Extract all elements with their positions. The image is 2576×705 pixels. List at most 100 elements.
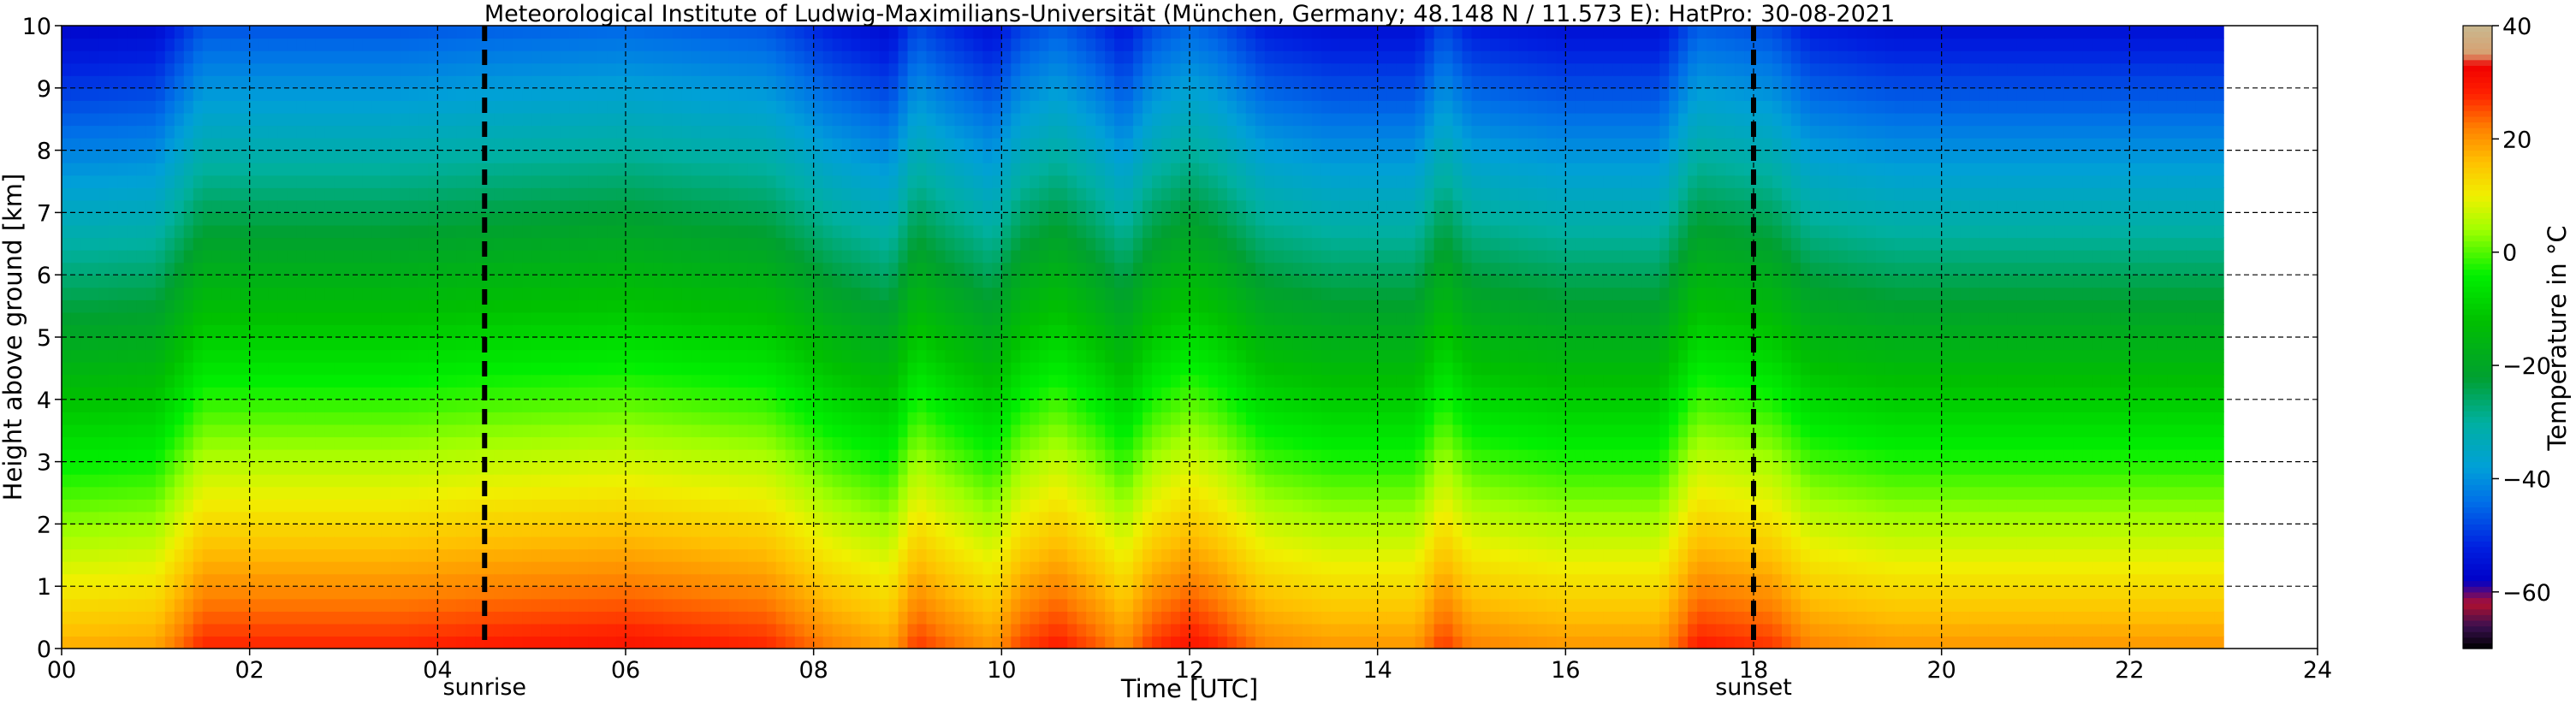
heatmap-cell — [579, 38, 589, 51]
heatmap-cell — [324, 424, 335, 438]
heatmap-cell — [644, 511, 655, 524]
heatmap-cell — [484, 412, 495, 425]
heatmap-cell — [287, 362, 298, 376]
heatmap-cell — [588, 224, 598, 239]
heatmap-cell — [870, 212, 881, 226]
heatmap-cell — [183, 623, 194, 637]
heatmap-cell — [324, 212, 335, 226]
heatmap-cell — [353, 474, 364, 488]
heatmap-cell — [728, 50, 739, 64]
heatmap-cell — [700, 511, 711, 524]
heatmap-cell — [813, 87, 824, 101]
heatmap-cell — [588, 362, 598, 376]
heatmap-cell — [709, 524, 721, 537]
heatmap-cell — [277, 399, 288, 412]
heatmap-cell — [832, 573, 843, 587]
heatmap-cell — [466, 250, 476, 264]
heatmap-cell — [306, 112, 317, 127]
heatmap-cell — [145, 349, 157, 363]
heatmap-cell — [494, 299, 504, 313]
heatmap-cell — [98, 100, 110, 114]
heatmap-cell — [579, 374, 589, 388]
heatmap-cell — [926, 212, 937, 226]
heatmap-cell — [249, 586, 260, 600]
heatmap-cell — [117, 561, 128, 575]
heatmap-cell — [409, 374, 419, 388]
heatmap-cell — [174, 561, 185, 575]
heatmap-cell — [662, 524, 674, 537]
heatmap-cell — [560, 499, 570, 512]
heatmap-cell — [964, 399, 974, 412]
heatmap-cell — [935, 237, 947, 251]
heatmap-cell — [644, 26, 655, 39]
heatmap-cell — [888, 199, 899, 213]
heatmap-cell — [541, 212, 551, 226]
heatmap-cell — [634, 138, 645, 151]
heatmap-cell — [719, 26, 730, 39]
heatmap-cell — [371, 262, 383, 275]
heatmap-cell — [531, 412, 542, 425]
heatmap-cell — [437, 187, 448, 201]
heatmap-cell — [503, 324, 513, 338]
heatmap-cell — [324, 536, 335, 550]
heatmap-cell — [503, 125, 513, 139]
heatmap-cell — [907, 611, 918, 625]
heatmap-cell — [785, 100, 796, 114]
heatmap-cell — [390, 524, 401, 537]
heatmap-cell — [437, 287, 448, 300]
heatmap-cell — [898, 163, 909, 176]
heatmap-cell — [879, 125, 890, 139]
heatmap-cell — [437, 561, 448, 575]
heatmap-cell — [531, 50, 542, 64]
heatmap-cell — [926, 349, 937, 363]
heatmap-cell — [588, 536, 598, 550]
heatmap-cell — [794, 337, 805, 351]
heatmap-cell — [945, 362, 956, 376]
heatmap-cell — [626, 138, 636, 151]
heatmap-cell — [982, 62, 993, 76]
heatmap-cell — [503, 311, 513, 326]
heatmap-cell — [522, 75, 532, 89]
heatmap-cell — [579, 449, 589, 463]
heatmap-cell — [475, 38, 485, 51]
heatmap-cell — [70, 374, 81, 388]
heatmap-cell — [973, 275, 983, 288]
heatmap-cell — [653, 262, 664, 275]
heatmap-cell — [888, 399, 899, 412]
heatmap-cell — [728, 175, 739, 188]
heatmap-cell — [870, 548, 881, 562]
heatmap-cell — [230, 75, 241, 89]
heatmap-cell — [888, 461, 899, 475]
heatmap-cell — [935, 474, 947, 488]
heatmap-cell — [597, 573, 608, 587]
heatmap-cell — [926, 524, 937, 537]
heatmap-cell — [287, 586, 298, 600]
heatmap-cell — [531, 573, 542, 587]
heatmap-cell — [672, 299, 683, 313]
heatmap-cell — [579, 187, 589, 201]
heatmap-cell — [898, 62, 909, 76]
heatmap-cell — [230, 449, 241, 463]
heatmap-cell — [362, 337, 373, 351]
heatmap-cell — [466, 349, 476, 363]
heatmap-cell — [324, 112, 335, 127]
heatmap-cell — [747, 511, 758, 524]
heatmap-cell — [579, 324, 589, 338]
heatmap-cell — [390, 62, 401, 76]
heatmap-cell — [240, 412, 251, 425]
heatmap-cell — [108, 150, 119, 163]
temperature-heatmap — [62, 26, 2224, 649]
heatmap-cell — [870, 38, 881, 51]
heatmap-cell — [362, 586, 373, 600]
heatmap-cell — [579, 524, 589, 537]
heatmap-cell — [738, 199, 749, 213]
heatmap-cell — [249, 623, 260, 637]
heatmap-cell — [588, 50, 598, 64]
heatmap-cell — [662, 224, 674, 239]
heatmap-cell — [728, 374, 739, 388]
heatmap-cell — [898, 636, 909, 649]
heatmap-cell — [728, 598, 739, 612]
heatmap-cell — [183, 412, 194, 425]
heatmap-cell — [569, 524, 579, 537]
heatmap-cell — [982, 374, 993, 388]
